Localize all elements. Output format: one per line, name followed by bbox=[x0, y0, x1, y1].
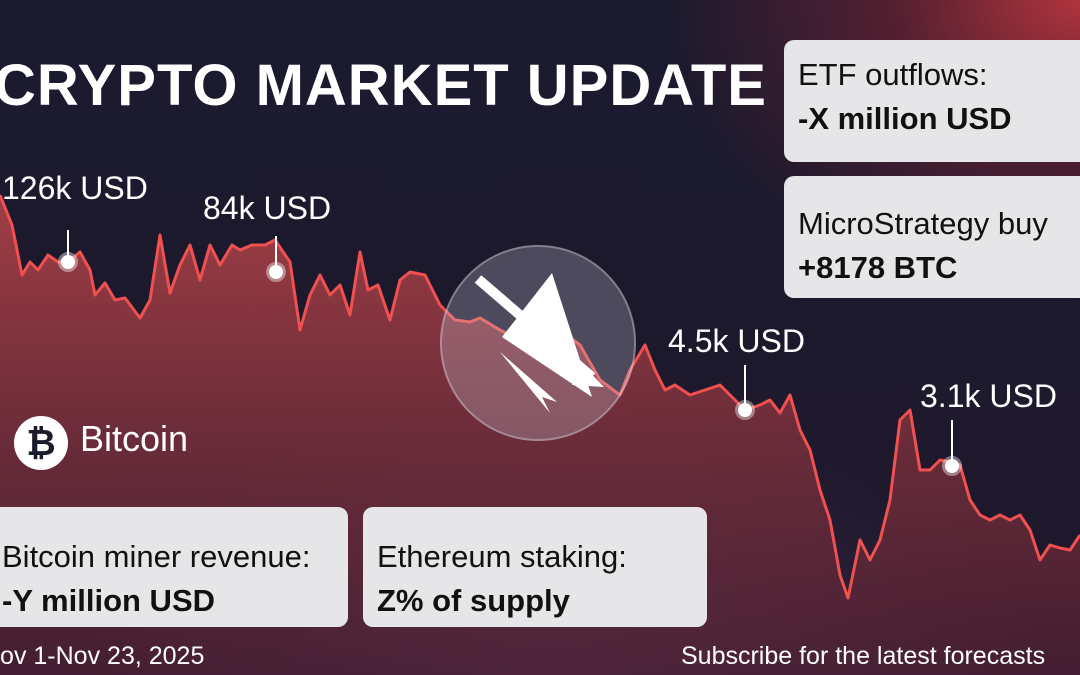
card-value: -X million USD bbox=[798, 101, 1012, 136]
annotation-label: 126k USD bbox=[2, 170, 148, 206]
card-label: ETF outflows: bbox=[798, 57, 988, 92]
card-label: Ethereum staking: bbox=[377, 539, 627, 574]
annotation-label: 84k USD bbox=[203, 190, 332, 226]
date-range: Nov 1-Nov 23, 2025 bbox=[0, 642, 205, 670]
card-label: Bitcoin miner revenue: bbox=[2, 539, 311, 574]
card-value: Z% of supply bbox=[377, 583, 570, 618]
page-title: CRYPTO MARKET UPDATE bbox=[0, 53, 767, 118]
etf-outflows-card: ETF outflows: -X million USD bbox=[784, 40, 1080, 162]
miner-revenue-card: Bitcoin miner revenue: -Y million USD bbox=[0, 507, 348, 627]
card-label: MicroStrategy buy bbox=[798, 206, 1048, 241]
legend-label: Bitcoin bbox=[80, 418, 189, 459]
microstrategy-card: MicroStrategy buy +8178 BTC bbox=[784, 176, 1080, 298]
bitcoin-icon: ₿ bbox=[14, 416, 68, 470]
eth-staking-card: Ethereum staking: Z% of supply bbox=[363, 507, 707, 627]
annotation-point bbox=[735, 400, 755, 420]
annotation-label: 3.1k USD bbox=[920, 378, 1057, 414]
downtrend-arrow-icon bbox=[474, 273, 604, 413]
annotation-point bbox=[58, 252, 78, 272]
subscribe-link[interactable]: Subscribe for the latest forecasts bbox=[681, 642, 1046, 670]
card-value: +8178 BTC bbox=[798, 250, 958, 285]
card-value: -Y million USD bbox=[2, 583, 216, 618]
annotation-label: 4.5k USD bbox=[668, 323, 805, 359]
annotation-point bbox=[266, 262, 286, 282]
downtrend-badge bbox=[440, 245, 636, 441]
annotation-point bbox=[942, 456, 962, 476]
